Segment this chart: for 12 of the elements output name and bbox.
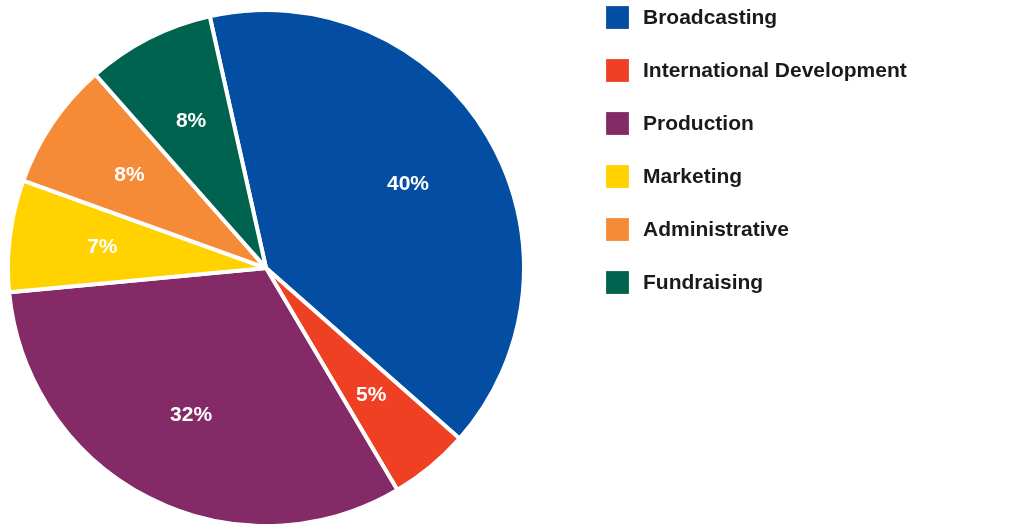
legend-label: Production: [643, 110, 754, 134]
legend-label: Administrative: [643, 216, 789, 240]
data-label: 8%: [114, 162, 146, 186]
data-label: 40%: [387, 171, 430, 194]
legend-label: Fundraising: [643, 269, 764, 293]
data-label: 8%: [175, 107, 207, 131]
data-label: 5%: [356, 382, 387, 406]
legend-label: International Development: [643, 57, 907, 81]
data-label: 7%: [87, 234, 118, 258]
data-label: 32%: [170, 402, 213, 426]
legend-label: Marketing: [643, 163, 743, 187]
legend-label: Broadcasting: [643, 4, 778, 28]
